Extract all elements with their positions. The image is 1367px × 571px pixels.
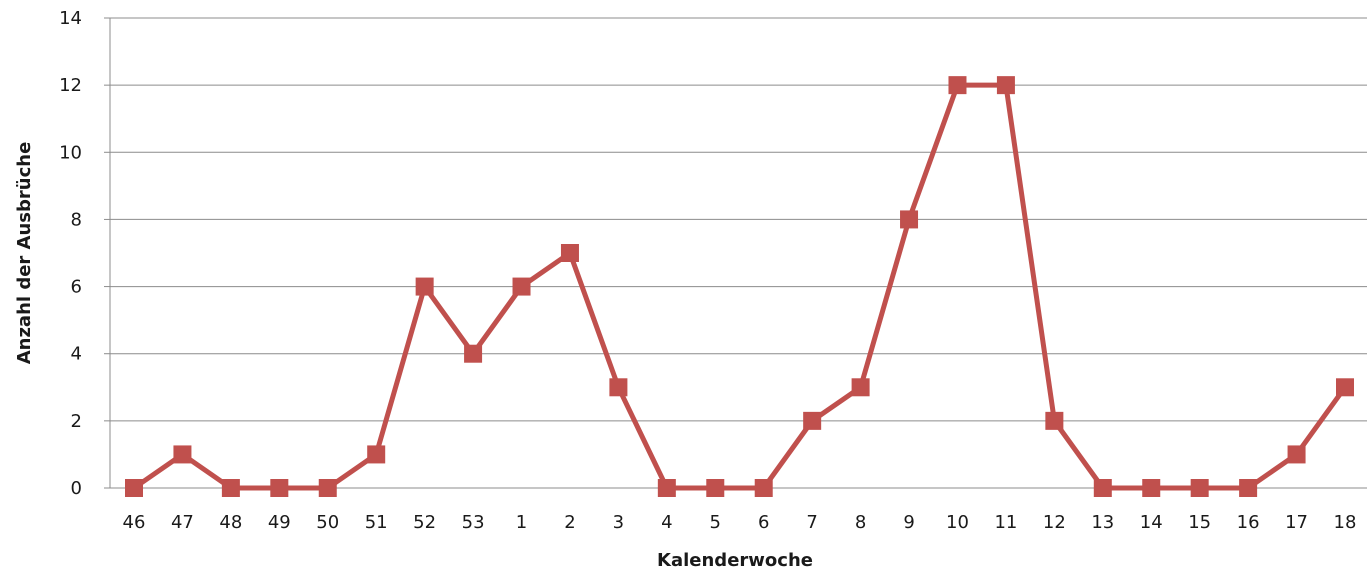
- series: [125, 76, 1354, 497]
- y-tick-labels: 0 2 4 6 8 10 12 14: [59, 8, 82, 499]
- x-tick-label: 52: [413, 512, 436, 533]
- data-point-marker: [270, 479, 289, 497]
- data-point-marker: [900, 210, 919, 229]
- data-point-marker: [803, 411, 822, 430]
- x-tick-label: 18: [1334, 512, 1357, 533]
- x-tick-label: 11: [994, 512, 1017, 533]
- y-tick-label: 14: [59, 8, 82, 29]
- data-point-marker: [948, 76, 967, 95]
- x-tick-labels: 46 47 48 49 50 51 52 53 1 2 3 4 5 6 7 8 9 10 11 12 13 14 15 16 1…: [123, 512, 1357, 533]
- data-point-marker: [609, 378, 628, 397]
- data-point-marker: [464, 344, 483, 363]
- y-tick-label: 4: [71, 344, 82, 365]
- data-point-marker: [1239, 479, 1258, 497]
- y-tick-label: 0: [71, 478, 82, 499]
- data-point-marker: [125, 479, 143, 497]
- y-axis-title: Anzahl der Ausbrüche: [14, 142, 35, 365]
- x-tick-label: 12: [1043, 512, 1066, 533]
- x-tick-label: 15: [1188, 512, 1211, 533]
- data-point-marker: [657, 479, 676, 497]
- x-tick-label: 16: [1237, 512, 1260, 533]
- data-point-marker: [996, 76, 1015, 95]
- data-point-marker: [512, 277, 531, 296]
- axes: [104, 17, 1367, 489]
- data-point-marker: [851, 378, 870, 397]
- y-tick-label: 12: [59, 75, 82, 96]
- data-point-marker: [1045, 411, 1064, 430]
- x-tick-label: 8: [855, 512, 866, 533]
- data-point-marker: [1093, 479, 1112, 497]
- data-point-marker: [754, 479, 773, 497]
- x-tick-label: 2: [564, 512, 575, 533]
- x-tick-label: 4: [661, 512, 672, 533]
- x-tick-label: 9: [903, 512, 914, 533]
- data-point-marker: [1336, 378, 1354, 397]
- x-tick-label: 14: [1140, 512, 1163, 533]
- data-point-marker: [706, 479, 725, 497]
- x-tick-label: 1: [516, 512, 527, 533]
- x-tick-label: 50: [316, 512, 339, 533]
- x-tick-label: 5: [710, 512, 721, 533]
- x-tick-label: 53: [462, 512, 485, 533]
- x-tick-label: 7: [806, 512, 817, 533]
- x-tick-label: 17: [1285, 512, 1308, 533]
- data-point-marker: [1190, 479, 1209, 497]
- data-point-marker: [173, 445, 192, 464]
- y-tick-label: 6: [71, 277, 82, 298]
- data-point-marker: [1142, 479, 1161, 497]
- x-tick-label: 48: [219, 512, 242, 533]
- x-tick-label: 6: [758, 512, 769, 533]
- x-tick-label: 46: [123, 512, 146, 533]
- x-tick-label: 47: [171, 512, 194, 533]
- y-tick-label: 2: [71, 411, 82, 432]
- gridlines: [110, 17, 1367, 422]
- data-point-marker: [221, 479, 240, 497]
- x-tick-label: 3: [613, 512, 624, 533]
- data-point-marker: [415, 277, 434, 296]
- y-tick-label: 8: [71, 209, 82, 230]
- data-point-marker: [318, 479, 337, 497]
- x-tick-label: 51: [365, 512, 388, 533]
- data-point-marker: [367, 445, 386, 464]
- x-axis-title: Kalenderwoche: [657, 550, 813, 571]
- data-point-marker: [560, 244, 579, 262]
- data-point-marker: [1287, 445, 1306, 464]
- x-tick-label: 13: [1091, 512, 1114, 533]
- x-tick-label: 49: [268, 512, 291, 533]
- x-tick-label: 10: [946, 512, 969, 533]
- y-tick-label: 10: [59, 142, 82, 163]
